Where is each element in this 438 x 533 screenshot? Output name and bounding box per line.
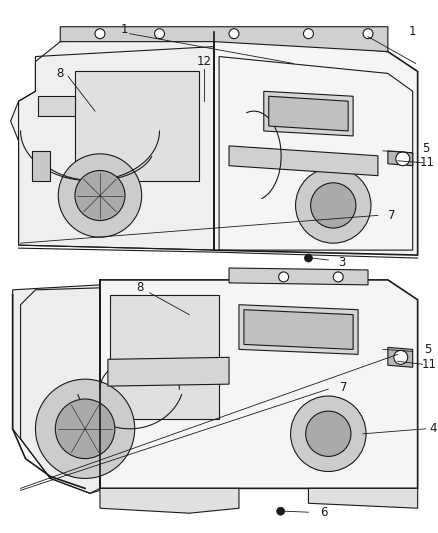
Circle shape: [155, 29, 165, 39]
Circle shape: [363, 29, 373, 39]
Circle shape: [55, 399, 115, 458]
Text: 8: 8: [57, 67, 64, 80]
Polygon shape: [308, 488, 418, 508]
Text: 6: 6: [320, 506, 328, 519]
Polygon shape: [110, 295, 219, 419]
Polygon shape: [32, 151, 50, 181]
Polygon shape: [239, 305, 358, 354]
Text: 12: 12: [197, 55, 212, 68]
Polygon shape: [13, 285, 100, 494]
Text: 11: 11: [422, 358, 437, 371]
Polygon shape: [108, 357, 229, 386]
Polygon shape: [39, 96, 75, 116]
Circle shape: [75, 171, 125, 221]
Circle shape: [306, 411, 351, 456]
Text: 7: 7: [388, 209, 396, 222]
Text: 1: 1: [409, 25, 417, 38]
Polygon shape: [100, 488, 239, 513]
Polygon shape: [100, 280, 418, 488]
Polygon shape: [388, 151, 413, 166]
Polygon shape: [11, 32, 219, 250]
Polygon shape: [269, 96, 348, 131]
Polygon shape: [388, 348, 413, 367]
Circle shape: [396, 152, 410, 166]
Circle shape: [304, 29, 314, 39]
Circle shape: [277, 507, 285, 515]
Polygon shape: [244, 310, 353, 350]
Polygon shape: [229, 146, 378, 176]
Circle shape: [229, 29, 239, 39]
Circle shape: [35, 379, 135, 479]
Polygon shape: [214, 32, 418, 255]
Polygon shape: [264, 91, 353, 136]
Circle shape: [394, 350, 408, 364]
Text: 1: 1: [121, 23, 128, 36]
Circle shape: [304, 254, 312, 262]
Polygon shape: [75, 71, 199, 181]
Circle shape: [279, 272, 289, 282]
Circle shape: [58, 154, 141, 237]
Text: 11: 11: [420, 156, 435, 169]
Circle shape: [95, 29, 105, 39]
Polygon shape: [229, 268, 368, 285]
Text: 7: 7: [340, 381, 348, 393]
Text: 3: 3: [338, 255, 346, 269]
Circle shape: [333, 272, 343, 282]
Text: 8: 8: [136, 281, 143, 294]
Text: 4: 4: [430, 422, 437, 435]
Circle shape: [311, 183, 356, 228]
Circle shape: [296, 168, 371, 243]
Text: 5: 5: [424, 343, 431, 356]
Text: 5: 5: [422, 142, 429, 155]
Polygon shape: [60, 27, 388, 52]
Circle shape: [290, 396, 366, 472]
